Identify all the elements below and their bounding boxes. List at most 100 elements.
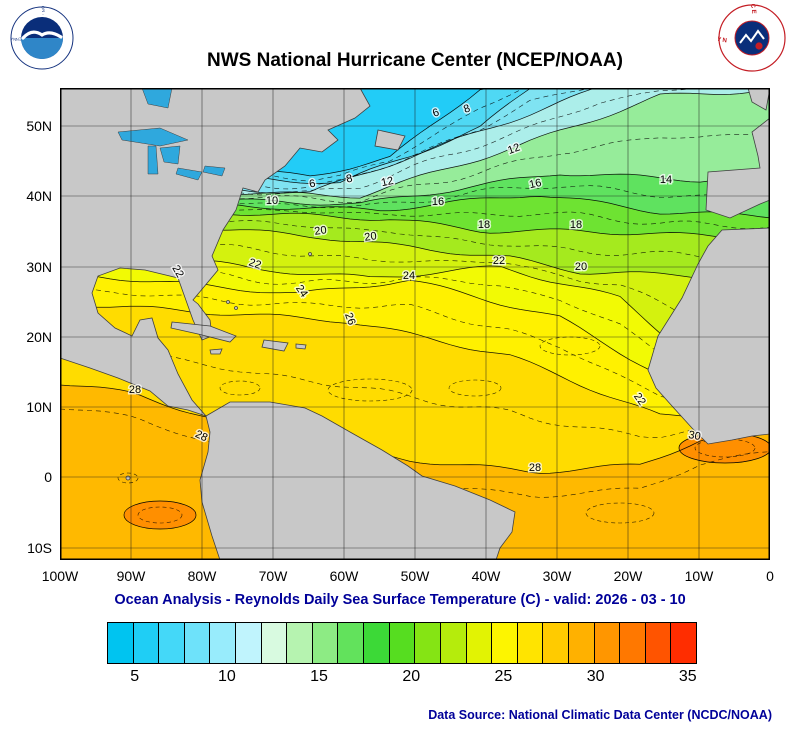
contour-label-18: 18 bbox=[570, 219, 582, 231]
colorbar-segment bbox=[159, 623, 185, 663]
contour-label-10: 10 bbox=[266, 195, 278, 207]
contour-label-16: 16 bbox=[528, 177, 542, 191]
lat-lon-grid bbox=[60, 88, 770, 560]
great-lakes bbox=[117, 88, 226, 181]
longitude-axis: 100W 90W 80W 70W 60W 50W 40W 30W 20W 10W 0 bbox=[42, 568, 774, 588]
land-bermuda-icon bbox=[308, 252, 312, 256]
noaa-logo-icon: NATIONAL OCEANIC AND ATMOSPHERIC ADMINIS… bbox=[0, 0, 74, 70]
colorbar-tick-label: 35 bbox=[678, 668, 697, 685]
storm-dot-icon bbox=[755, 42, 763, 50]
contour-label-28: 28 bbox=[129, 384, 141, 396]
colorbar-segment bbox=[364, 623, 390, 663]
contour-label-22: 22 bbox=[247, 257, 262, 272]
land-hispaniola bbox=[261, 339, 289, 352]
colorbar-segment bbox=[645, 623, 672, 663]
colorbar-tick-label: 5 bbox=[130, 668, 140, 685]
longitude-label: 70W bbox=[258, 568, 288, 584]
colorbar-tick-label: 10 bbox=[217, 668, 236, 685]
colorbar-tick-label: 25 bbox=[494, 668, 513, 685]
land-south-america bbox=[199, 401, 516, 560]
colorbar-segment bbox=[492, 623, 518, 663]
colorbar-segment bbox=[415, 623, 441, 663]
colorbar-segment bbox=[210, 623, 237, 663]
contour-label-20: 20 bbox=[364, 230, 378, 244]
longitude-label: 0 bbox=[766, 568, 774, 584]
james-bay bbox=[141, 88, 173, 109]
page-title: NWS National Hurricane Center (NCEP/NOAA… bbox=[207, 50, 623, 71]
contour-label-18: 18 bbox=[478, 219, 490, 231]
colorbar-segment bbox=[389, 623, 416, 663]
contour-label-14: 14 bbox=[660, 174, 672, 186]
latitude-label: 50N bbox=[26, 118, 52, 134]
lake-superior bbox=[117, 127, 189, 147]
latitude-label: 10S bbox=[27, 540, 52, 556]
colorbar-segment bbox=[466, 623, 493, 663]
latitude-label: 30N bbox=[26, 259, 52, 275]
contour-label-8: 8 bbox=[345, 173, 353, 186]
colorbar-segment bbox=[440, 623, 467, 663]
contour-label-20: 20 bbox=[314, 224, 328, 238]
colorbar-segment bbox=[312, 623, 339, 663]
contour-label-20: 20 bbox=[575, 261, 587, 273]
noaa-logo: NATIONAL OCEANIC AND ATMOSPHERIC ADMINIS… bbox=[0, 0, 74, 70]
land-newfoundland bbox=[374, 129, 406, 151]
colorbar-segment bbox=[338, 623, 365, 663]
colorbar-segment bbox=[184, 623, 211, 663]
contour-label-6: 6 bbox=[308, 178, 316, 191]
colorbar-tick-label: 30 bbox=[586, 668, 605, 685]
latitude-axis: 50N 40N 30N 20N 10N 0 10S bbox=[8, 88, 54, 560]
land-puerto-rico bbox=[295, 343, 307, 350]
contour-label-12: 12 bbox=[506, 141, 522, 156]
lake-michigan bbox=[147, 145, 159, 175]
longitude-label: 90W bbox=[116, 568, 146, 584]
colorbar-segment bbox=[287, 623, 313, 663]
seagull-icon bbox=[21, 30, 63, 40]
latitude-label: 20N bbox=[26, 329, 52, 345]
contour-label-24: 24 bbox=[403, 270, 415, 282]
latitude-label: 0 bbox=[44, 469, 52, 485]
contour-label-28: 28 bbox=[529, 462, 541, 474]
latitude-label: 10N bbox=[26, 399, 52, 415]
contour-label-26: 26 bbox=[342, 311, 357, 327]
colorbar-segment bbox=[261, 623, 288, 663]
longitude-label: 80W bbox=[187, 568, 217, 584]
colorbar-segment bbox=[236, 623, 262, 663]
temperature-colorbar bbox=[107, 622, 697, 664]
colorbar-segment bbox=[108, 623, 134, 663]
contour-label-16: 16 bbox=[432, 196, 444, 208]
land-europe bbox=[705, 117, 770, 219]
land-africa bbox=[647, 227, 770, 445]
colorbar-segment bbox=[671, 623, 697, 663]
colorbar-segment bbox=[517, 623, 544, 663]
land-british-isles bbox=[747, 88, 770, 111]
colorbar-tick-label: 20 bbox=[402, 668, 421, 685]
colorbar-tick-label: 15 bbox=[310, 668, 328, 685]
contour-label-22: 22 bbox=[493, 255, 505, 267]
latitude-label: 40N bbox=[26, 188, 52, 204]
colorbar-segment bbox=[568, 623, 595, 663]
land-north-america bbox=[60, 88, 371, 417]
weather-front-icon bbox=[739, 29, 765, 44]
longitude-label: 40W bbox=[471, 568, 501, 584]
land-galapagos-icon bbox=[125, 475, 131, 481]
colorbar-segment bbox=[543, 623, 569, 663]
map-subtitle: Ocean Analysis - Reynolds Daily Sea Surf… bbox=[114, 592, 686, 608]
colorbar-segment bbox=[594, 623, 621, 663]
contour-label-30: 30 bbox=[687, 429, 701, 443]
land-jamaica bbox=[209, 348, 223, 355]
land-bahamas-icon bbox=[226, 300, 230, 304]
contour-label-12: 12 bbox=[380, 175, 394, 189]
longitude-label: 50W bbox=[400, 568, 430, 584]
data-source: Data Source: National Climatic Data Cent… bbox=[428, 708, 772, 722]
lake-ontario bbox=[202, 165, 226, 177]
lake-erie bbox=[175, 167, 203, 181]
colorbar-segment bbox=[620, 623, 646, 663]
longitude-label: 60W bbox=[329, 568, 359, 584]
longitude-label: 10W bbox=[684, 568, 714, 584]
sst-map: 6 8 12 6 8 12 10 16 14 16 18 18 20 20 22 20 22 24 22 24 26 28… bbox=[60, 88, 770, 560]
colorbar-segment bbox=[133, 623, 160, 663]
map-border bbox=[60, 88, 770, 560]
land-bahamas2-icon bbox=[234, 306, 238, 310]
